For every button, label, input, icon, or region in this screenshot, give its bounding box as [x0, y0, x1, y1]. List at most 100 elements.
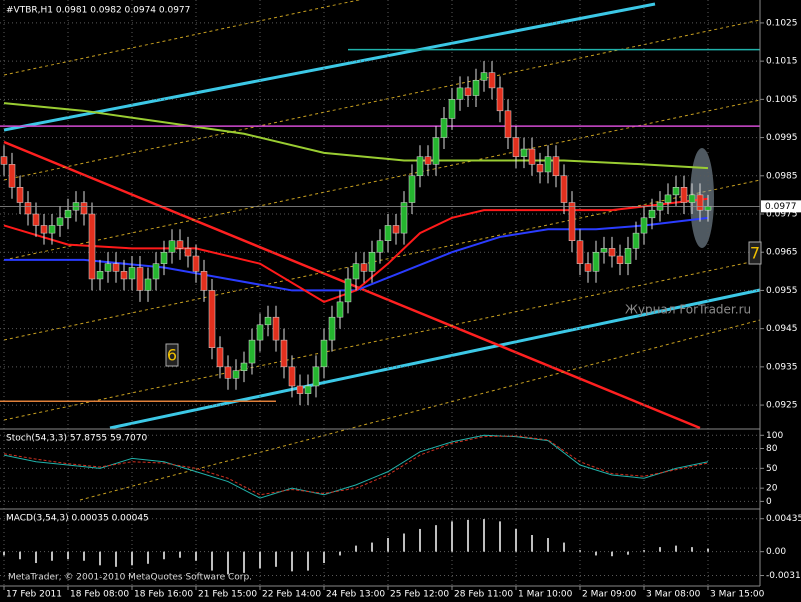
x-tick-label: 2 Mar 09:00 [582, 590, 637, 600]
candle-body [464, 87, 472, 96]
candle-body [296, 385, 304, 394]
candle-body [688, 194, 696, 203]
candle-body [456, 87, 464, 100]
candle-body [104, 263, 112, 272]
y-tick-label: 0.00 [766, 547, 786, 557]
candle-body [272, 316, 280, 341]
x-tick-label: 24 Feb 13:00 [326, 590, 385, 600]
candle-body [448, 99, 456, 119]
chart-title: #VTBR,H1 0.0981 0.0982 0.0974 0.0977 [6, 6, 190, 16]
x-tick-label: 22 Feb 14:00 [262, 590, 321, 600]
candle-body [568, 202, 576, 242]
y-tick-label: 80 [766, 444, 778, 454]
channel-dash [3, 19, 761, 181]
annotation: 7 [750, 244, 760, 263]
candle-body [488, 72, 496, 89]
candle-body [544, 156, 552, 173]
candle-body [80, 202, 88, 215]
x-tick-label: 28 Feb 11:00 [454, 590, 513, 600]
stoch-line [3, 435, 709, 496]
candle-body [704, 206, 712, 211]
x-tick-label: 1 Mar 10:00 [518, 590, 573, 600]
candle-body [152, 263, 160, 280]
x-tick-label: 25 Feb 12:00 [390, 590, 449, 600]
candle-body [472, 80, 480, 96]
channel-dash [3, 259, 761, 421]
candle-body [624, 248, 632, 264]
y-tick-label: 0.1025 [766, 18, 798, 28]
candle-body [256, 324, 264, 341]
x-tick-label: 3 Mar 15:00 [710, 590, 765, 600]
annotation: 6 [167, 346, 177, 365]
candle-body [96, 271, 104, 280]
candle-body [592, 251, 600, 272]
candle-body [56, 217, 64, 226]
channel-dash [3, 0, 361, 76]
candle-body [336, 301, 344, 318]
y-tick-label: 0.1005 [766, 95, 798, 105]
candle-body [192, 255, 200, 272]
channel-upper [3, 2, 656, 132]
candle-body [24, 202, 32, 215]
candle-body [232, 370, 240, 379]
y-tick-label: 0.0985 [766, 171, 798, 181]
candle-body [608, 248, 616, 257]
candle-body [368, 251, 376, 272]
candle-body [560, 175, 568, 203]
candle-body [248, 339, 256, 364]
copyright: MetaTrader, © 2001-2010 MetaQuotes Softw… [8, 573, 252, 583]
candle-body [168, 240, 176, 253]
y-tick-label: 0.0935 [766, 362, 798, 372]
candle-body [432, 137, 440, 165]
x-tick-label: 17 Feb 2011 [6, 590, 62, 600]
candle-body [616, 255, 624, 264]
candle-body [352, 263, 360, 280]
candle-body [304, 385, 312, 394]
candle-body [528, 148, 536, 165]
candle-body [680, 187, 688, 203]
candle-body [136, 267, 144, 291]
candle-body [40, 225, 48, 234]
candle-body [264, 316, 272, 326]
candle-body [344, 278, 352, 303]
candle-body [16, 187, 24, 203]
x-tick-label: 3 Mar 08:00 [646, 590, 701, 600]
y-tick-label: 0.0995 [766, 133, 798, 143]
candle-body [632, 232, 640, 249]
candle-body [440, 118, 448, 138]
candle-body [200, 271, 208, 291]
y-tick-label: 0.0955 [766, 286, 798, 296]
candle-body [512, 137, 520, 157]
trend-line [3, 140, 701, 430]
candle-body [504, 110, 512, 138]
candle-body [128, 267, 136, 280]
candle-body [664, 194, 672, 203]
annotation-box [748, 241, 762, 265]
channel-lower [109, 288, 761, 430]
candle-body [648, 209, 656, 219]
candle-body [576, 240, 584, 264]
candle-body [312, 366, 320, 387]
y-tick-label: 0.0945 [766, 324, 798, 334]
x-tick-label: 18 Feb 16:00 [134, 590, 193, 600]
last-price-label: 0.0977 [765, 202, 797, 212]
candle-body [480, 72, 488, 81]
candle-body [696, 194, 704, 211]
x-tick-label: 18 Feb 08:00 [70, 590, 129, 600]
stoch-line [3, 434, 709, 499]
candle-body [160, 251, 168, 264]
candle-body [208, 290, 216, 348]
candle-body [240, 362, 248, 371]
candle-body [584, 263, 592, 272]
candle-body [496, 87, 504, 112]
candle-body [408, 175, 416, 203]
candle-body [672, 187, 680, 196]
watermark: Журнал ForTrader.ru [625, 303, 751, 317]
y-tick-label: 0.00435 [766, 514, 801, 524]
y-tick-label: 50 [766, 464, 778, 474]
candle-body [376, 240, 384, 253]
annotation-box [165, 343, 179, 367]
